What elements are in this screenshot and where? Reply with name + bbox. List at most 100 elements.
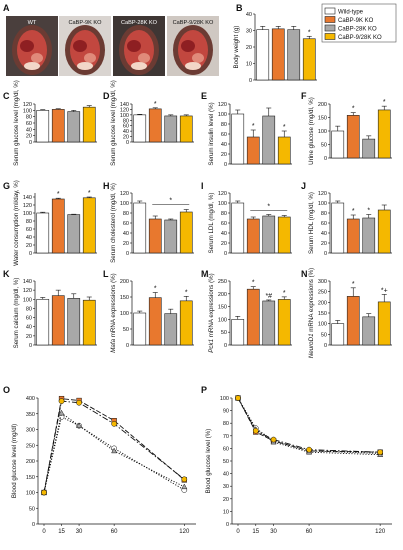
y-tick-label: 100 [23, 297, 32, 303]
photo-label: CaBP-9/28K KO [173, 20, 214, 26]
data-point [252, 427, 259, 434]
data-point [58, 409, 65, 416]
bar [362, 138, 376, 159]
panel-label-G: G [3, 181, 10, 191]
mouse-photo: WT [6, 16, 58, 76]
panel-label-O: O [3, 385, 10, 395]
y-tick-label: 80 [221, 122, 227, 128]
organ [138, 53, 150, 63]
y-tick-label: 90 [223, 409, 229, 415]
y-tick-label: 60 [123, 221, 129, 227]
bar [82, 106, 96, 143]
y-tick-label: 140 [23, 279, 32, 285]
bar [246, 218, 260, 254]
bar [277, 299, 291, 346]
panel-label-N: N [301, 269, 308, 279]
organ [77, 62, 93, 70]
y-axis-label: Serum cholesterol (mg/dl, %) [110, 183, 117, 263]
significance-mark: * [57, 191, 60, 198]
significance-mark: * [88, 190, 91, 197]
y-tick-label: 20 [123, 135, 129, 141]
y-tick-label: 50 [221, 330, 227, 336]
bar [164, 313, 178, 346]
y-tick-label: 0 [324, 156, 327, 162]
y-tick-label: 150 [120, 295, 129, 301]
y-tick-label: 140 [23, 195, 32, 201]
bar [179, 300, 193, 346]
panel-label-J: J [301, 181, 306, 191]
x-tick-label: 15 [58, 529, 65, 535]
y-tick-label: 100 [120, 201, 129, 207]
y-tick-label: 20 [221, 241, 227, 247]
y-tick-label: 50 [321, 143, 327, 149]
y-tick-label: 0 [126, 343, 129, 349]
y-tick-label: 100 [120, 311, 129, 317]
label-rest: mRNA expressions (%) [308, 268, 315, 334]
panel-label-L: L [103, 269, 109, 279]
y-tick-label: 120 [23, 288, 32, 294]
y-tick-label: 350 [26, 412, 35, 418]
label-rest: mRNA expressions (%) [208, 273, 215, 339]
bar [331, 323, 345, 346]
y-tick-label: 0 [126, 251, 129, 257]
x-tick-label: 120 [179, 529, 190, 535]
y-axis-label: Mafa mRNA expressions (%) [110, 273, 117, 352]
y-tick-label: 20 [321, 241, 327, 247]
y-tick-label: 120 [120, 191, 129, 197]
y-tick-label: 20 [26, 134, 32, 140]
bar [36, 110, 50, 143]
bar [331, 130, 345, 159]
x-tick-label: 0 [42, 529, 46, 535]
panel-label-P: P [201, 385, 207, 395]
bar [346, 115, 360, 159]
y-tick-label: 0 [29, 140, 32, 146]
organ [20, 40, 34, 52]
y-tick-label: 80 [221, 211, 227, 217]
y-tick-label: 40 [26, 235, 32, 241]
y-tick-label: 120 [23, 102, 32, 108]
y-tick-label: 60 [123, 124, 129, 130]
panel-label-D: D [103, 91, 110, 101]
significance-mark: * [352, 281, 355, 288]
bar [82, 299, 96, 346]
data-point [181, 476, 188, 483]
bar [179, 115, 193, 143]
y-tick-label: 100 [218, 112, 227, 118]
y-tick-label: 80 [321, 211, 327, 217]
y-tick-label: 150 [318, 311, 327, 317]
y-tick-label: 250 [26, 443, 35, 449]
y-tick-label: 120 [218, 191, 227, 197]
y-tick-label: 0 [32, 522, 35, 528]
bar [51, 109, 65, 143]
y-tick-label: 0 [224, 251, 227, 257]
bar [133, 312, 147, 346]
bar [346, 296, 360, 346]
y-tick-label: 80 [26, 306, 32, 312]
y-tick-label: 80 [123, 211, 129, 217]
bar [164, 219, 178, 254]
bar [271, 28, 285, 81]
data-point [111, 447, 118, 454]
y-tick-label: 70 [223, 434, 229, 440]
bar [246, 288, 260, 346]
significance-mark: * [169, 198, 172, 205]
y-tick-label: 0 [126, 140, 129, 146]
y-tick-label: 200 [318, 102, 327, 108]
y-tick-label: 0 [226, 522, 229, 528]
y-axis-label: Serum insulin level (%) [208, 102, 215, 165]
bar [133, 202, 147, 254]
bar [331, 202, 345, 254]
legend-swatch [324, 24, 336, 32]
data-point [306, 446, 312, 453]
y-tick-label: 60 [26, 316, 32, 322]
y-tick-label: 10 [223, 509, 229, 515]
y-axis-label: Serum calcium (mg/dl, %) [13, 278, 20, 349]
panel-label-B: B [236, 3, 243, 13]
y-axis-label: Blood glucose level (mg/dl) [11, 424, 18, 498]
y-axis-label: Urine glucose (mg/dl, %) [308, 97, 315, 165]
series-line [237, 397, 381, 453]
